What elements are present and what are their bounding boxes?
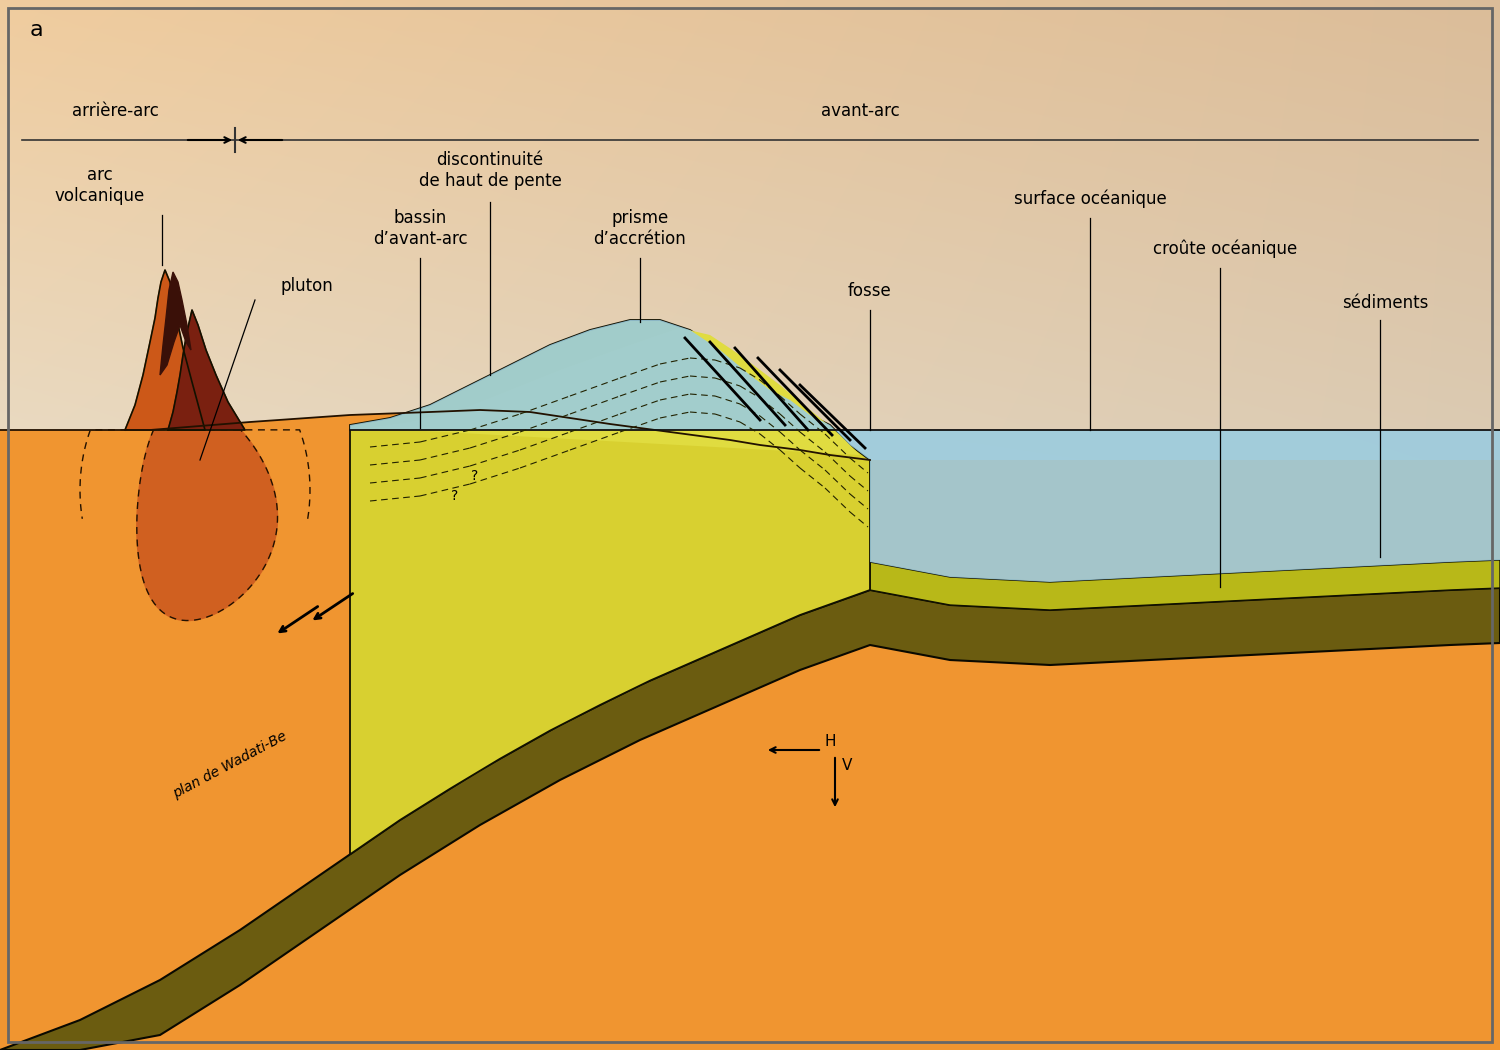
Polygon shape [168,310,244,430]
Text: arc
volcanique: arc volcanique [56,166,146,205]
Text: sédiments: sédiments [1342,294,1428,312]
Text: ?: ? [471,469,478,483]
Text: H: H [825,735,837,750]
Polygon shape [124,270,206,430]
Text: avant-arc: avant-arc [821,102,900,120]
Text: fosse: fosse [847,282,892,300]
Text: a: a [30,20,44,40]
Text: discontinuité
de haut de pente: discontinuité de haut de pente [419,151,561,190]
Polygon shape [0,588,1500,1050]
Text: surface océanique: surface océanique [1014,189,1167,208]
Text: prisme
d’accrétion: prisme d’accrétion [594,209,687,248]
Polygon shape [160,272,190,375]
Text: bassin
d’avant-arc: bassin d’avant-arc [372,209,468,248]
Text: ?: ? [452,489,459,503]
Polygon shape [350,320,1500,582]
Text: croûte océanique: croûte océanique [1154,239,1298,258]
Text: pluton: pluton [280,277,333,295]
Polygon shape [870,560,1500,610]
Polygon shape [0,410,1500,1050]
Polygon shape [370,328,860,455]
Polygon shape [350,320,870,855]
Text: V: V [842,757,852,773]
Polygon shape [136,399,278,621]
Text: plan de Wadati-Be: plan de Wadati-Be [170,729,288,801]
Text: arrière-arc: arrière-arc [72,102,159,120]
